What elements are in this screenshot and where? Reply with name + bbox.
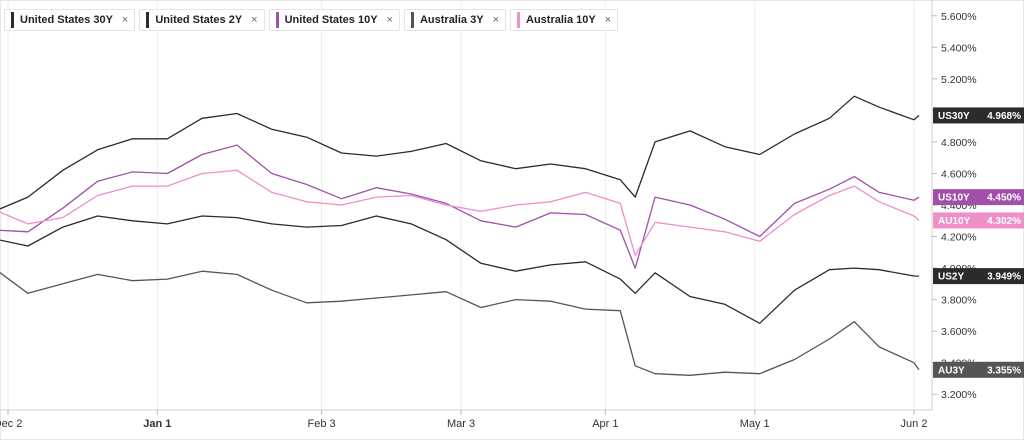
tag-series-name: US30Y [938, 111, 970, 122]
x-tick-label: Jun 2 [901, 418, 928, 430]
legend-label: Australia 10Y [526, 14, 596, 26]
legend-chip[interactable]: Australia 10Y × [510, 9, 619, 31]
y-tick-label: 5.600% [941, 11, 977, 23]
close-icon[interactable]: × [386, 14, 393, 26]
legend-chip[interactable]: United States 2Y × [139, 9, 265, 31]
y-tick-label: 4.800% [941, 137, 977, 149]
legend-label: United States 10Y [284, 14, 378, 26]
legend: United States 30Y × United States 2Y × Unite… [4, 9, 619, 31]
legend-chip[interactable]: United States 30Y × [4, 9, 136, 31]
x-tick-label: May 1 [740, 418, 770, 430]
legend-chip[interactable]: Australia 3Y × [403, 9, 506, 31]
tag-series-value: 4.302% [987, 216, 1021, 227]
tag-series-value: 4.450% [987, 193, 1021, 204]
close-icon[interactable]: × [121, 14, 129, 26]
grid-lines [0, 0, 933, 411]
y-tick-label: 5.400% [941, 42, 977, 54]
y-tick-label: 3.200% [941, 389, 977, 401]
close-icon[interactable]: × [251, 14, 258, 26]
tag-series-name: US10Y [938, 193, 970, 204]
series-line-us10y [0, 144, 920, 269]
legend-label: United States 30Y [20, 14, 113, 26]
x-tick-label: Apr 1 [592, 418, 618, 430]
tag-background [933, 212, 1024, 229]
last-value-tag-au10y: AU10Y 4.302% [933, 212, 1024, 229]
y-tick-label: 3.800% [941, 295, 977, 307]
legend-color-swatch [410, 12, 414, 28]
y-axis: 3.200%3.400%3.600%3.800%4.000%4.200%4.40… [932, 11, 977, 401]
series-line-us30y [0, 95, 920, 210]
legend-color-swatch [275, 12, 279, 28]
series-line-us2y [0, 215, 920, 324]
tag-background [933, 189, 1024, 206]
x-tick-label: Feb 3 [308, 418, 336, 430]
tag-background [933, 361, 1024, 378]
x-tick-label: Jan 1 [143, 418, 171, 430]
last-value-tag-us10y: US10Y 4.450% [933, 189, 1024, 206]
y-tick-label: 4.600% [941, 168, 977, 180]
legend-label: United States 2Y [155, 14, 243, 26]
tag-series-name: US2Y [938, 272, 964, 283]
legend-color-swatch [11, 12, 14, 28]
x-tick-label: Dec 2 [0, 418, 22, 430]
series-lines [0, 95, 920, 376]
tag-background [933, 107, 1024, 124]
last-value-tags: US30Y 4.968% US10Y 4.450% AU10Y 4.302% US2Y 3.9… [933, 107, 1024, 378]
x-axis: Dec 2 Jan 1 Feb 3 Mar 3 Apr 1 May 1 Jun 2 [0, 410, 927, 430]
series-line-au10y [0, 169, 920, 257]
tag-series-name: AU3Y [938, 365, 965, 376]
close-icon[interactable]: × [492, 14, 499, 26]
tag-background [933, 268, 1024, 285]
y-tick-label: 3.600% [941, 326, 977, 338]
y-tick-label: 5.200% [941, 74, 977, 86]
last-value-tag-us2y: US2Y 3.949% [933, 268, 1024, 285]
close-icon[interactable]: × [604, 14, 612, 26]
y-tick-label: 4.200% [941, 232, 977, 244]
legend-label: Australia 3Y [419, 14, 484, 26]
legend-color-swatch [517, 12, 520, 28]
last-value-tag-au3y: AU3Y 3.355% [933, 361, 1024, 378]
series-line-au3y [0, 270, 920, 376]
tag-series-value: 4.968% [987, 111, 1021, 122]
x-tick-label: Mar 3 [447, 418, 475, 430]
legend-chip[interactable]: United States 10Y × [268, 9, 400, 31]
tag-series-name: AU10Y [938, 216, 971, 227]
tag-series-value: 3.355% [987, 365, 1021, 376]
last-value-tag-us30y: US30Y 4.968% [933, 107, 1024, 124]
tag-series-value: 3.949% [987, 272, 1021, 283]
legend-color-swatch [146, 12, 150, 28]
